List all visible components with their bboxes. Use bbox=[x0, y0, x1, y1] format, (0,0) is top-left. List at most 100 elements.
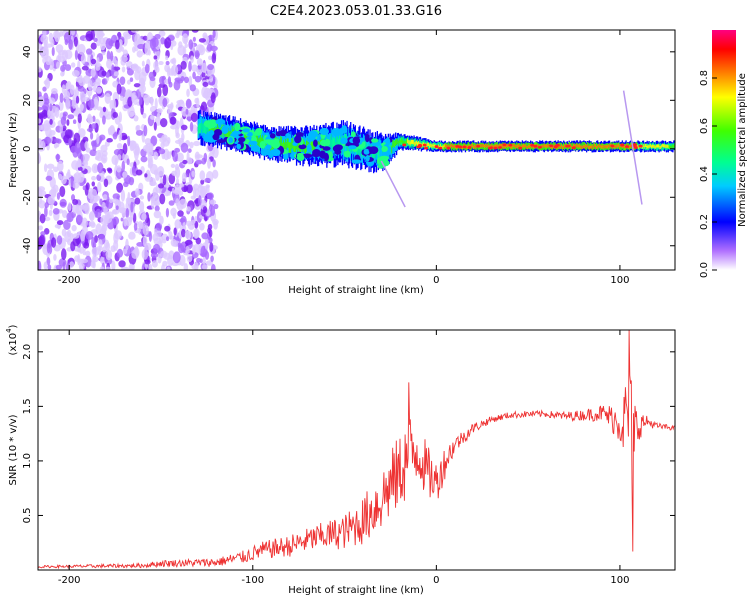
band-column bbox=[415, 141, 417, 146]
band-column bbox=[432, 143, 434, 151]
band-column bbox=[585, 144, 588, 149]
noise-blob bbox=[147, 192, 151, 202]
noise-blob bbox=[205, 185, 210, 195]
noise-blob bbox=[116, 248, 124, 258]
noise-blob bbox=[213, 220, 218, 230]
band-column bbox=[661, 144, 663, 148]
noise-blob bbox=[191, 112, 198, 123]
noise-blob bbox=[207, 158, 211, 169]
band-column bbox=[596, 145, 599, 149]
noise-blob bbox=[180, 60, 187, 70]
noise-blob bbox=[156, 86, 162, 98]
band-blob bbox=[306, 143, 312, 153]
figure-title: C2E4.2023.053.01.33.G16 bbox=[270, 4, 442, 19]
band-column bbox=[616, 144, 618, 148]
band-blob bbox=[296, 153, 305, 162]
noise-blob bbox=[205, 260, 214, 266]
band-column bbox=[572, 142, 574, 149]
noise-blob bbox=[150, 252, 159, 258]
noise-blob bbox=[164, 37, 172, 49]
band-column bbox=[500, 144, 502, 148]
band-column bbox=[471, 143, 473, 148]
band-column bbox=[366, 133, 368, 158]
band-column bbox=[563, 145, 565, 150]
band-column bbox=[453, 144, 456, 148]
band-column bbox=[666, 144, 669, 148]
band-blob bbox=[259, 141, 266, 149]
band-column bbox=[438, 144, 440, 148]
band-column bbox=[473, 145, 475, 149]
noise-blob bbox=[185, 98, 192, 109]
band-column bbox=[433, 144, 435, 149]
noise-blob bbox=[70, 30, 76, 36]
noise-blob bbox=[159, 117, 168, 128]
band-column bbox=[622, 144, 624, 148]
band-blob bbox=[347, 145, 357, 150]
colorbar-label: Normalized spectral amplitude bbox=[737, 73, 748, 227]
noise-blob bbox=[63, 32, 72, 43]
noise-blob bbox=[189, 121, 194, 132]
noise-blob bbox=[70, 175, 74, 188]
noise-blob bbox=[81, 65, 89, 71]
band-column bbox=[439, 142, 441, 149]
band-column bbox=[451, 143, 453, 147]
noise-blob bbox=[128, 176, 135, 186]
band-column bbox=[645, 143, 647, 148]
noise-blob bbox=[57, 55, 66, 63]
noise-blob bbox=[212, 159, 216, 168]
band-column bbox=[518, 144, 521, 148]
noise-blob bbox=[167, 76, 172, 85]
noise-blob bbox=[133, 115, 139, 122]
band-column bbox=[328, 139, 331, 152]
noise-blob bbox=[54, 224, 61, 229]
band-blob bbox=[319, 127, 329, 136]
band-column bbox=[334, 137, 336, 151]
noise-blob bbox=[150, 135, 158, 146]
band-column bbox=[406, 138, 409, 144]
noise-blob bbox=[195, 237, 202, 245]
band-blob bbox=[319, 150, 326, 159]
noise-blob bbox=[193, 140, 201, 147]
band-column bbox=[361, 144, 363, 157]
noise-blob bbox=[109, 50, 114, 62]
band-blob bbox=[307, 137, 312, 143]
band-column bbox=[474, 145, 477, 149]
noise-blob bbox=[171, 187, 175, 194]
band-column bbox=[611, 145, 613, 150]
snr-plot-area bbox=[38, 330, 675, 570]
noise-blob bbox=[95, 223, 102, 235]
noise-blob bbox=[111, 198, 119, 204]
band-blob bbox=[251, 144, 260, 152]
band-blob bbox=[254, 128, 262, 136]
band-column bbox=[299, 143, 301, 155]
band-column bbox=[443, 143, 445, 147]
noise-blob bbox=[72, 233, 80, 239]
noise-blob bbox=[44, 206, 48, 218]
noise-blob bbox=[112, 209, 118, 215]
noise-blob bbox=[153, 151, 159, 160]
band-column bbox=[473, 144, 476, 148]
colorbar-gradient bbox=[712, 30, 736, 270]
noise-blob bbox=[103, 178, 109, 188]
band-column bbox=[393, 139, 395, 155]
noise-blob bbox=[193, 261, 199, 270]
band-column bbox=[606, 145, 608, 149]
noise-blob bbox=[92, 84, 97, 93]
noise-blob bbox=[123, 181, 129, 188]
noise-blob bbox=[140, 104, 144, 115]
noise-blob bbox=[201, 157, 207, 165]
noise-blob bbox=[204, 250, 210, 260]
noise-blob bbox=[204, 177, 211, 183]
band-column bbox=[499, 143, 501, 148]
band-column bbox=[509, 145, 512, 150]
band-column bbox=[440, 142, 443, 150]
band-column bbox=[406, 139, 408, 144]
noise-blob bbox=[111, 64, 115, 76]
noise-blob bbox=[57, 160, 64, 172]
noise-blob bbox=[184, 239, 193, 246]
band-column bbox=[328, 140, 330, 153]
band-blob bbox=[216, 139, 226, 144]
noise-blob bbox=[102, 150, 108, 157]
band-column bbox=[595, 144, 597, 148]
